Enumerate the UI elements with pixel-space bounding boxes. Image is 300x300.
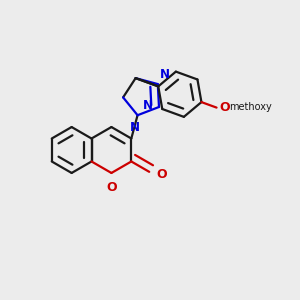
Text: N: N [130,121,140,134]
Text: N: N [160,68,170,81]
Text: O: O [219,101,230,114]
Text: N: N [143,99,153,112]
Text: methoxy: methoxy [230,102,272,112]
Text: O: O [156,168,166,181]
Text: O: O [106,181,117,194]
